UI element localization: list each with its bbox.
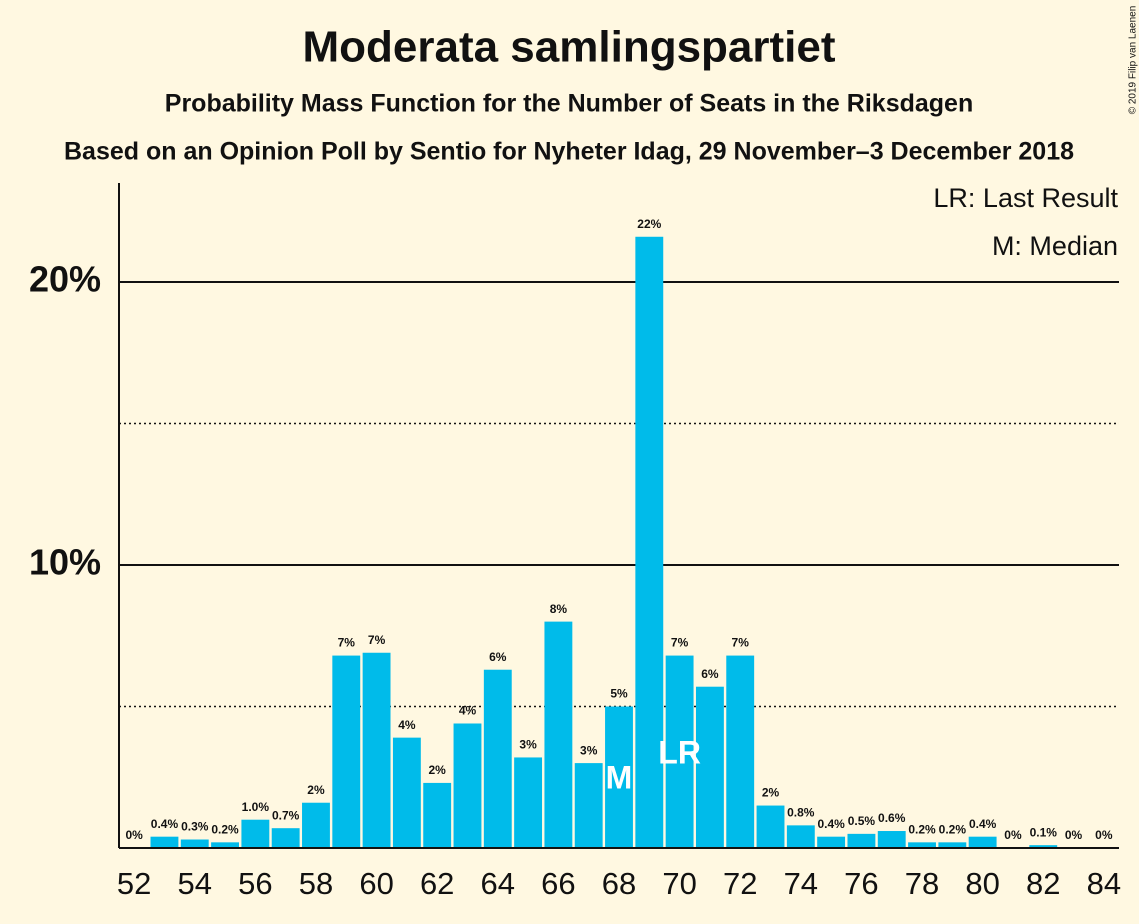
value-label: 0.1% xyxy=(1030,825,1058,839)
bar xyxy=(241,819,270,848)
value-label: 4% xyxy=(398,718,416,732)
x-tick-label: 84 xyxy=(1087,866,1121,901)
value-label: 8% xyxy=(550,602,568,616)
x-tick-label: 68 xyxy=(602,866,636,901)
value-label: 0.4% xyxy=(151,817,179,831)
value-label: 2% xyxy=(762,786,780,800)
bar xyxy=(877,831,906,848)
bar xyxy=(726,655,755,848)
bar xyxy=(544,621,573,848)
bar xyxy=(362,652,391,848)
bar xyxy=(150,836,179,848)
value-label: 22% xyxy=(637,217,661,231)
bar xyxy=(483,669,512,848)
bar xyxy=(180,839,209,848)
bar xyxy=(211,842,239,848)
value-label: 7% xyxy=(671,636,689,650)
x-tick-label: 54 xyxy=(178,866,212,901)
value-label: 0% xyxy=(125,828,143,842)
bar xyxy=(332,655,361,848)
x-tick-label: 60 xyxy=(359,866,393,901)
x-tick-label: 72 xyxy=(723,866,757,901)
value-label: 0.5% xyxy=(848,814,876,828)
value-label: 5% xyxy=(610,687,628,701)
copyright: © 2019 Filip van Laenen xyxy=(1128,6,1139,115)
bar xyxy=(1029,845,1058,848)
x-tick-label: 82 xyxy=(1026,866,1060,901)
value-label: 6% xyxy=(701,667,719,681)
value-label: 3% xyxy=(580,743,598,757)
y-tick-label: 20% xyxy=(29,259,101,300)
bar xyxy=(847,833,876,848)
bar xyxy=(635,236,664,848)
value-label: 1.0% xyxy=(242,800,270,814)
x-tick-label: 70 xyxy=(662,866,696,901)
value-label: 7% xyxy=(732,636,750,650)
y-tick-label: 10% xyxy=(29,542,101,583)
bar xyxy=(756,805,785,848)
value-label: 6% xyxy=(489,650,507,664)
x-tick-label: 78 xyxy=(905,866,939,901)
bar xyxy=(392,737,421,848)
chart-title: Moderata samlingspartiet xyxy=(302,23,835,72)
bar xyxy=(271,828,300,848)
x-tick-label: 52 xyxy=(117,866,151,901)
bar xyxy=(514,757,543,848)
value-label: 4% xyxy=(459,704,477,718)
value-label: 0.7% xyxy=(272,808,300,822)
value-label: 0.3% xyxy=(181,820,209,834)
bar xyxy=(453,723,482,848)
value-label: 0.2% xyxy=(939,823,967,837)
x-tick-label: 76 xyxy=(844,866,878,901)
x-tick-label: 64 xyxy=(481,866,515,901)
bar xyxy=(938,842,967,848)
value-label: 2% xyxy=(429,763,447,777)
value-label: 0.2% xyxy=(211,823,239,837)
value-label: 0.4% xyxy=(969,817,997,831)
bar xyxy=(302,802,330,848)
value-label: 0.6% xyxy=(878,811,906,825)
value-label: 7% xyxy=(338,636,356,650)
bar xyxy=(908,842,936,848)
annotation: LR xyxy=(658,734,701,770)
x-tick-label: 62 xyxy=(420,866,454,901)
value-label: 0.2% xyxy=(908,823,936,837)
value-label: 2% xyxy=(307,783,325,797)
value-label: 0.8% xyxy=(787,806,815,820)
chart-subtitle: Probability Mass Function for the Number… xyxy=(165,90,973,118)
value-label: 0% xyxy=(1095,828,1113,842)
x-tick-label: 56 xyxy=(238,866,272,901)
bar xyxy=(574,763,603,848)
x-tick-label: 58 xyxy=(299,866,333,901)
value-label: 3% xyxy=(519,738,537,752)
value-label: 0% xyxy=(1004,828,1022,842)
bar xyxy=(423,782,452,848)
x-tick-label: 80 xyxy=(965,866,999,901)
bar xyxy=(605,706,633,848)
bar xyxy=(665,655,694,848)
legend-entry: LR: Last Result xyxy=(933,183,1118,213)
value-label: 0% xyxy=(1065,828,1083,842)
value-label: 7% xyxy=(368,633,386,647)
value-label: 0.4% xyxy=(817,817,845,831)
x-tick-label: 66 xyxy=(541,866,575,901)
bar xyxy=(695,686,724,848)
chart-subtitle: Based on an Opinion Poll by Sentio for N… xyxy=(64,138,1074,166)
annotation: M xyxy=(606,759,633,795)
legend-entry: M: Median xyxy=(992,231,1118,261)
bar xyxy=(817,836,846,848)
x-tick-label: 74 xyxy=(784,866,818,901)
bar xyxy=(786,825,815,848)
bar xyxy=(968,836,997,848)
